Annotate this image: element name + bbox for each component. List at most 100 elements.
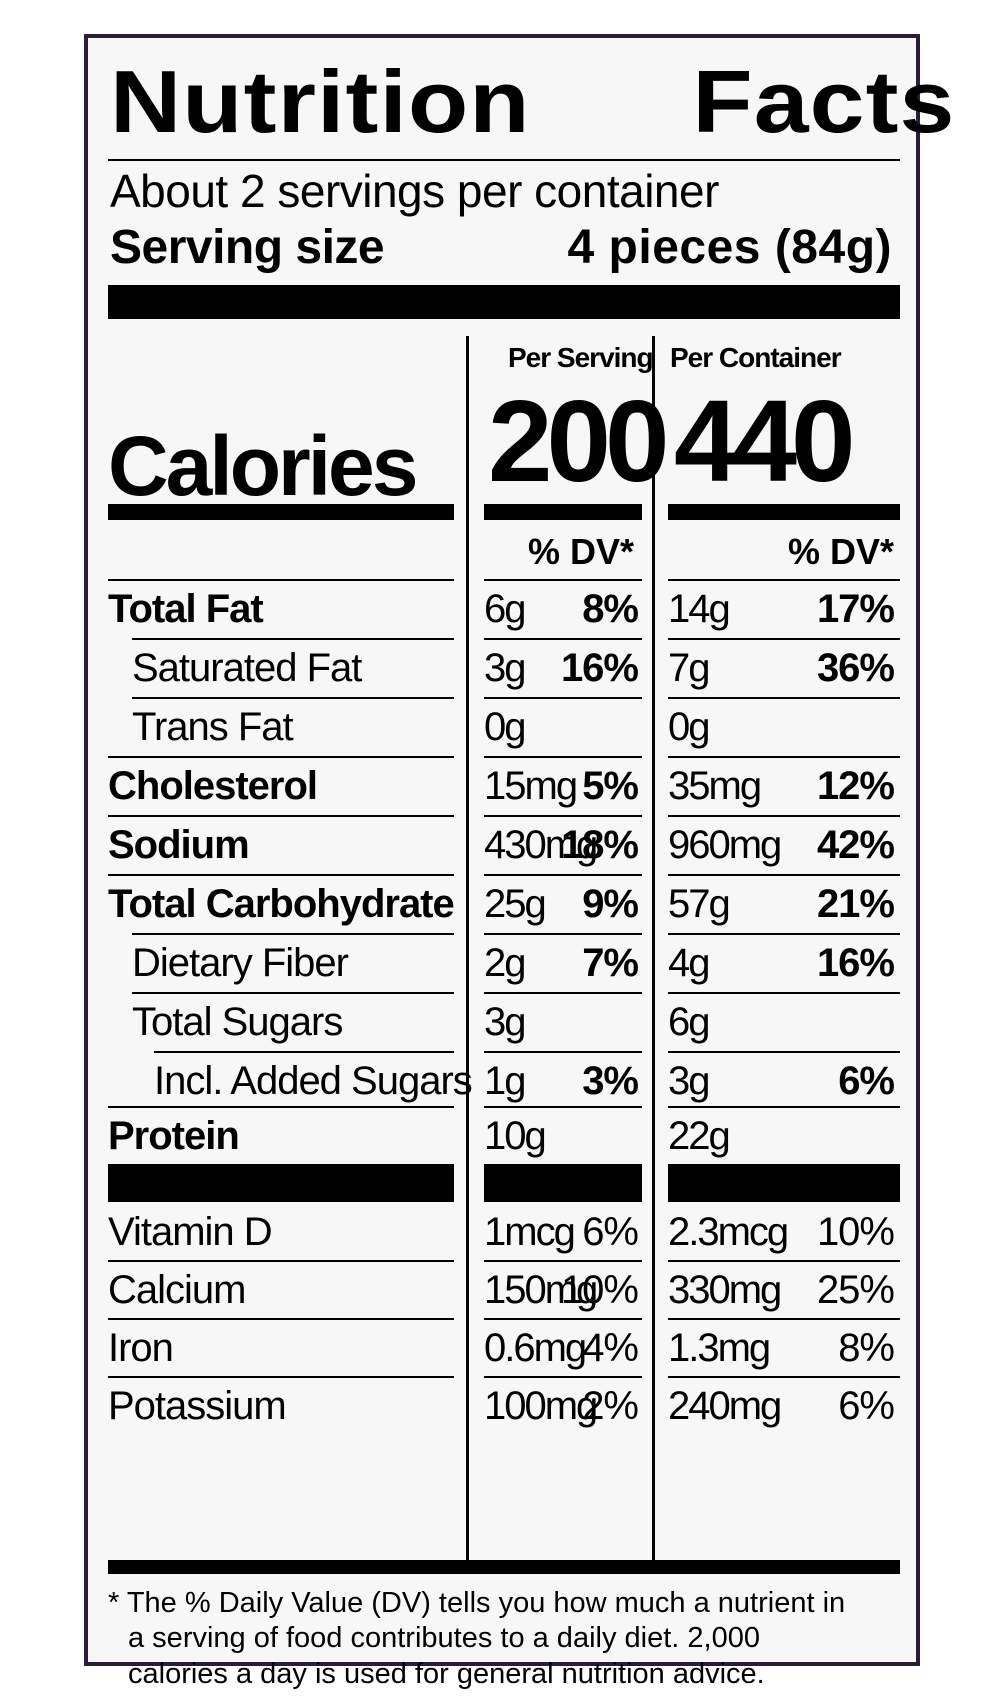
column-divider-left [466,336,469,1564]
micronutrient-amount-container: 240mg [668,1384,782,1428]
col-head-per-serving: Per Serving [508,342,654,373]
thick-bar-top [108,285,900,319]
micronutrient-amount-serving: 150mg [484,1268,598,1312]
nutrient-amount-serving: 6g [484,587,526,631]
footnote-line-3: calories a day is used for general nutri… [128,1657,765,1690]
footnote-line-1: * The % Daily Value (DV) tells you how m… [108,1587,846,1619]
nutrient-label: Incl. Added Sugars [154,1059,473,1103]
micronutrient-dv-container: 8% [838,1326,895,1370]
nutrient-label: Protein [108,1114,240,1158]
micronutrient-label: Potassium [108,1384,287,1428]
nutrient-label: Saturated Fat [132,646,362,690]
nutrient-amount-container: 0g [668,705,710,749]
micronutrient-dv-container: 6% [838,1384,895,1428]
micronutrient-dv-serving: 10% [560,1268,639,1312]
micronutrient-amount-container: 1.3mg [668,1326,771,1370]
row-divider [108,874,454,876]
footnote-line-2: a serving of food contributes to a daily… [128,1622,760,1655]
row-divider [108,1260,454,1262]
row-divider [484,1318,642,1320]
nutrient-amount-container: 35mg [668,764,762,808]
row-divider [484,1376,642,1378]
daily-value-footnote: * The % Daily Value (DV) tells you how m… [108,1586,898,1692]
nutrient-amount-container: 3g [668,1059,710,1103]
calories-per-serving: 200 [488,376,670,506]
micronutrient-dv-container: 25% [816,1268,895,1312]
nutrient-amount-container: 6g [668,1000,710,1044]
row-divider [484,874,642,876]
divider [668,579,900,581]
nutrient-dv-serving: 16% [560,646,639,690]
dv-header-container: % DV* [787,531,894,572]
row-divider [132,992,454,994]
serving-size-value: 4 pieces (84g) [567,221,892,274]
thick-bar-vitamins [484,1164,642,1202]
row-divider [668,874,900,876]
micronutrient-label: Vitamin D [108,1210,273,1254]
nutrient-dv-container: 17% [816,587,895,631]
thick-bar-bottom [108,1560,900,1574]
micronutrient-dv-serving: 4% [582,1326,639,1370]
title-nutrition: Nutrition [110,52,531,151]
row-divider [154,1051,454,1053]
row-divider [484,1106,642,1108]
row-divider [484,992,642,994]
nutrient-dv-serving: 18% [560,823,639,867]
nutrient-amount-serving: 1g [484,1059,526,1103]
row-divider [668,1318,900,1320]
micronutrient-amount-container: 2.3mcg [668,1210,789,1254]
row-divider [668,1106,900,1108]
nutrient-amount-serving: 430mg [484,823,598,867]
nutrient-dv-serving: 5% [582,764,639,808]
nutrient-label: Cholesterol [108,764,318,808]
nutrient-dv-serving: 8% [582,587,639,631]
micronutrient-dv-serving: 2% [582,1384,639,1428]
row-divider [668,933,900,935]
nutrient-amount-serving: 0g [484,705,526,749]
micronutrient-amount-serving: 1mcg [484,1210,576,1254]
nutrient-amount-serving: 25g [484,882,547,926]
row-divider [132,638,454,640]
nutrient-dv-container: 16% [816,941,895,985]
row-divider [668,697,900,699]
dv-header-serving: % DV* [527,531,634,572]
row-divider [108,756,454,758]
nutrient-amount-serving: 3g [484,1000,526,1044]
nutrient-dv-serving: 3% [582,1059,639,1103]
nutrient-amount-serving: 15mg [484,764,578,808]
nutrient-dv-container: 21% [816,882,895,926]
nutrient-dv-container: 36% [816,646,895,690]
row-divider [668,1051,900,1053]
label-title: Nutrition Facts [110,58,954,146]
thick-bar-vitamins [668,1164,900,1202]
micronutrient-dv-container: 10% [816,1210,895,1254]
micronutrient-amount-serving: 0.6mg [484,1326,587,1370]
nutrient-dv-container: 12% [816,764,895,808]
serving-size-label: Serving size [110,221,385,274]
nutrient-dv-container: 6% [838,1059,895,1103]
thick-bar-calories [484,504,642,520]
calories-per-container: 440 [674,376,856,506]
nutrient-dv-serving: 7% [582,941,639,985]
row-divider [484,756,642,758]
nutrient-amount-container: 22g [668,1114,731,1158]
nutrient-amount-container: 4g [668,941,710,985]
row-divider [668,638,900,640]
col-head-per-container: Per Container [670,342,842,373]
nutrient-amount-container: 14g [668,587,731,631]
thick-bar-calories [108,504,454,520]
title-facts: Facts [692,52,956,151]
thick-bar-calories [668,504,900,520]
divider [108,159,900,161]
servings-per-container: About 2 servings per container [110,165,719,217]
micronutrient-label: Calcium [108,1268,246,1312]
row-divider [484,933,642,935]
row-divider [108,815,454,817]
thick-bar-vitamins [108,1164,454,1202]
row-divider [668,756,900,758]
nutrient-label: Total Fat [108,587,264,631]
divider [484,579,642,581]
column-divider-right [652,336,655,1564]
nutrient-label: Dietary Fiber [132,941,349,985]
nutrition-facts-label: Nutrition Facts About 2 servings per con… [84,34,954,1690]
